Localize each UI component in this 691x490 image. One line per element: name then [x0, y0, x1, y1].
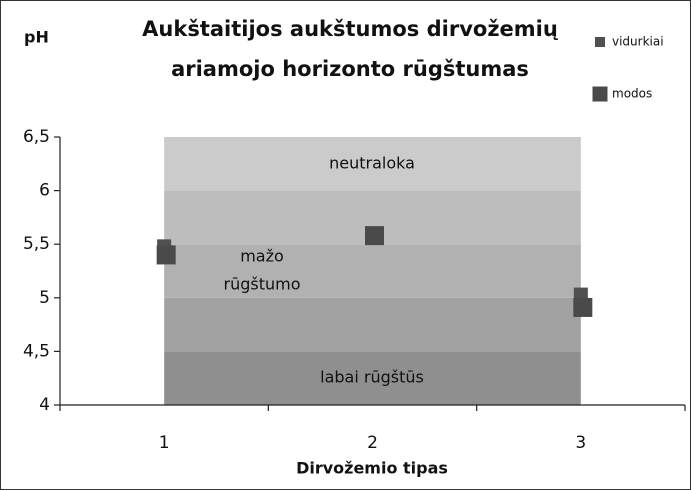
- y-tick-label: 5,5: [23, 234, 50, 254]
- y-tick-label: 4,5: [23, 341, 50, 361]
- chart-title: ariamojo horizonto rūgštumas: [171, 57, 529, 81]
- band-label: mažo: [240, 247, 284, 266]
- point: [365, 226, 384, 246]
- x-tick-label: 1: [159, 433, 170, 453]
- band-label: labai rūgštūs: [320, 368, 424, 387]
- band-label: rūgštumo: [224, 274, 301, 293]
- point: [156, 245, 176, 265]
- y-axis-label: pH: [24, 28, 49, 47]
- chart-title: Aukštaitijos aukštumos dirvožemių: [142, 17, 559, 41]
- legend-label: modos: [612, 87, 652, 101]
- background-band: [164, 351, 581, 405]
- x-axis-label: Dirvožemio tipas: [296, 459, 448, 478]
- band-label: neutraloka: [329, 153, 415, 172]
- legend-marker: [595, 37, 605, 47]
- background-band: [164, 297, 581, 352]
- point: [573, 297, 593, 317]
- x-tick-label: 2: [367, 433, 378, 453]
- y-tick-label: 5: [39, 288, 50, 308]
- background-band: [164, 244, 581, 298]
- background-band: [164, 137, 581, 191]
- y-tick-label: 6: [39, 181, 50, 201]
- x-tick-label: 3: [575, 433, 586, 453]
- legend-label: vidurkiai: [612, 35, 664, 49]
- y-tick-label: 6,5: [23, 127, 50, 147]
- legend-marker: [592, 86, 608, 102]
- y-tick-label: 4: [39, 395, 50, 415]
